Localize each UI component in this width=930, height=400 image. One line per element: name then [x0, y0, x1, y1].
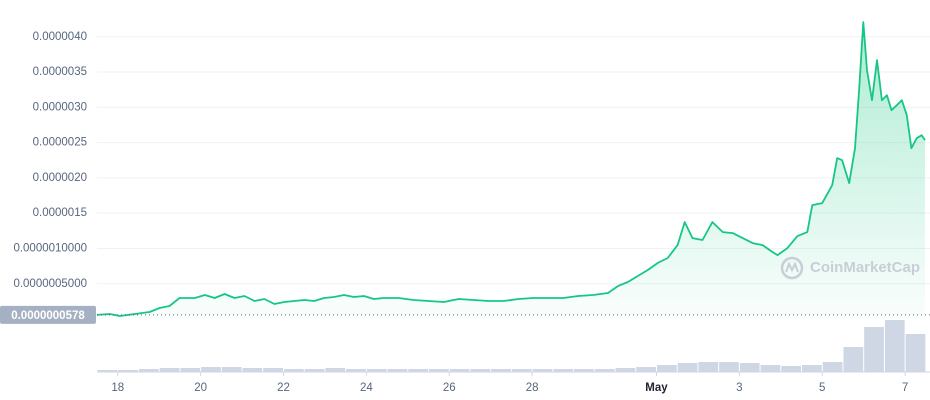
- volume-bar: [449, 369, 470, 372]
- volume-bar: [221, 367, 242, 372]
- x-tick-label: 20: [194, 382, 207, 394]
- volume-bar: [905, 334, 926, 372]
- y-tick-label: 0.0000015: [33, 207, 87, 219]
- volume-bar: [470, 369, 491, 372]
- plot: [96, 21, 926, 319]
- y-tick-label: 0.0000035: [33, 66, 87, 78]
- volume-bar: [429, 369, 449, 372]
- y-tick-label: 0.0000010000: [13, 242, 87, 254]
- volume-bar: [491, 369, 511, 372]
- volume-bar: [884, 320, 905, 372]
- volume-bar: [677, 363, 698, 372]
- grid: [97, 36, 930, 285]
- volume-bar: [822, 362, 843, 372]
- volume-bar: [118, 370, 138, 372]
- price-line: [96, 21, 926, 317]
- reference-box: [0, 305, 96, 324]
- volume-bar: [201, 367, 221, 372]
- volume-bar: [802, 365, 822, 372]
- watermark-logo: [780, 256, 804, 280]
- volume-bar: [781, 366, 802, 372]
- x-tick-label: 22: [277, 382, 290, 394]
- reference-label: 0.0000000578: [11, 310, 85, 322]
- volume-bar: [864, 327, 884, 372]
- volume-bar: [242, 368, 263, 372]
- volume: [97, 320, 926, 372]
- y-tick-label: 0.0000040: [33, 31, 87, 43]
- x-tick-label: 7: [902, 382, 908, 394]
- volume-bar: [656, 365, 677, 372]
- volume-bar: [346, 369, 366, 372]
- y-tick-label: 0.0000030: [33, 101, 87, 113]
- volume-bar: [843, 347, 864, 372]
- volume-bar: [283, 369, 304, 372]
- volume-bar: [159, 368, 180, 372]
- volume-bar: [532, 369, 553, 372]
- volume-bar: [615, 368, 636, 372]
- x-tick-label: 28: [526, 382, 539, 394]
- volume-bar: [263, 368, 283, 372]
- volume-bar: [719, 362, 739, 372]
- y-tick-label: 0.0000025: [33, 137, 87, 149]
- volume-bar: [325, 368, 346, 372]
- x-tick-label: 3: [736, 382, 742, 394]
- volume-bar: [366, 369, 387, 372]
- volume-bar: [574, 369, 594, 372]
- x-tick-label: 18: [111, 382, 124, 394]
- x-tick-label: May: [645, 382, 668, 394]
- volume-bar: [594, 369, 615, 372]
- volume-bar: [138, 369, 159, 372]
- volume-bar: [511, 369, 532, 372]
- volume-bar: [180, 368, 201, 372]
- volume-bar: [97, 370, 118, 372]
- y-tick-label: 0.0000020: [33, 172, 87, 184]
- volume-bar: [739, 363, 760, 372]
- x-tick-label: 24: [360, 382, 373, 394]
- volume-bar: [408, 369, 429, 372]
- volume-bar: [760, 365, 781, 372]
- volume-bar: [553, 369, 574, 372]
- volume-bar: [387, 369, 408, 372]
- axes: 0.0000005000 0.0000010000 0.0000015 0.00000…: [0, 31, 930, 394]
- price-area: [97, 22, 926, 319]
- volume-bar: [698, 362, 719, 372]
- x-tick-label: 5: [819, 382, 825, 394]
- watermark: CoinMarketCap: [810, 259, 920, 276]
- volume-bar: [636, 367, 656, 372]
- y-tick-label: 0.0000005000: [13, 278, 87, 290]
- volume-bar: [304, 369, 325, 372]
- x-tick-label: 26: [443, 382, 456, 394]
